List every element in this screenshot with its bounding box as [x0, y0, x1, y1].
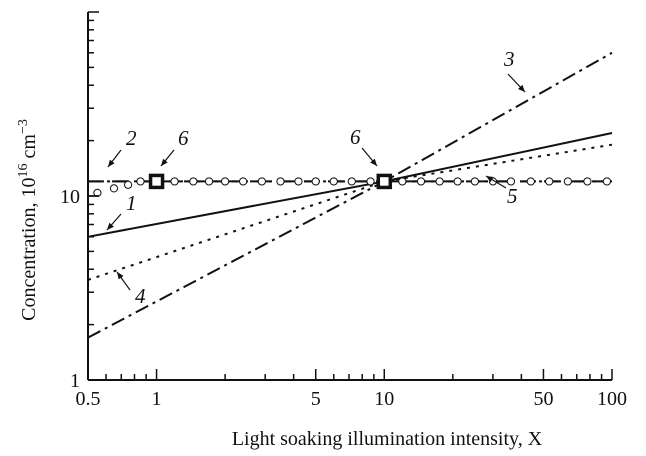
circle-point: [506, 177, 516, 186]
circle-point: [526, 177, 535, 186]
x-tick-label: 10: [374, 388, 394, 410]
curve-3: [87, 51, 613, 339]
circle-point: [311, 177, 320, 186]
leader-arrowhead: [107, 222, 114, 230]
circle-point: [329, 177, 338, 186]
y-axis-title-exp2: −3: [16, 119, 31, 134]
y-axis-title-unit: cm: [18, 134, 40, 164]
curve-label-1: 1: [126, 191, 137, 215]
leader-arrowhead: [518, 84, 525, 92]
curve-label-4: 4: [135, 284, 146, 308]
leader-arrowhead: [108, 159, 115, 167]
curve-label-6: 6: [178, 126, 189, 150]
y-axis-title-main: Concentration, 10: [18, 178, 40, 321]
circle-point: [204, 177, 214, 186]
y-tick-label: 1: [70, 370, 80, 392]
square-marker-2: [376, 173, 393, 190]
circle-point: [276, 177, 285, 186]
y-axis-title-exp1: 16: [16, 164, 31, 178]
circle-point: [109, 184, 119, 193]
circle-point: [124, 180, 133, 189]
circle-point: [470, 177, 479, 186]
circle-point: [416, 177, 426, 186]
circle-points-layer: [93, 177, 612, 197]
circle-point: [189, 177, 198, 186]
x-tick-label: 0.5: [76, 388, 101, 410]
circle-point: [170, 177, 179, 186]
x-tick-label: 5: [311, 388, 321, 410]
leader-arrowhead: [117, 272, 124, 280]
circle-point: [239, 177, 248, 186]
circle-point: [398, 177, 407, 186]
annotations-layer: 1 2 3 4 5 6 6: [106, 47, 526, 308]
y-tick-label: 10: [60, 186, 80, 208]
curve-label-6: 6: [350, 125, 361, 149]
circle-point: [294, 177, 303, 186]
leader-arrowhead: [161, 158, 168, 166]
leader-arrowhead: [370, 158, 377, 166]
x-tick-label: 50: [533, 388, 553, 410]
circle-point: [136, 177, 145, 186]
circle-point: [453, 177, 462, 186]
circle-point: [366, 177, 375, 186]
square-marker-1: [148, 173, 165, 190]
x-tick-label: 1: [152, 388, 162, 410]
circle-point: [221, 177, 230, 186]
x-tick-label: 100: [597, 388, 627, 410]
x-axis-title: Light soaking illumination intensity, X: [232, 428, 543, 450]
circle-point: [435, 177, 444, 186]
circle-point: [583, 177, 592, 186]
circle-point: [257, 177, 266, 186]
curve-label-2: 2: [126, 126, 137, 150]
leader-arrowhead: [486, 176, 494, 183]
y-axis-title: Concentration, 1016 cm−3: [16, 119, 40, 321]
curves-layer: [87, 51, 613, 339]
curve-label-5: 5: [507, 184, 518, 208]
circle-point: [602, 177, 612, 186]
curve-label-3: 3: [503, 47, 515, 71]
circle-point: [563, 177, 572, 186]
curve-4: [87, 143, 613, 281]
square-markers-layer: [148, 173, 393, 190]
circle-point: [545, 177, 554, 186]
circle-point: [347, 177, 356, 186]
